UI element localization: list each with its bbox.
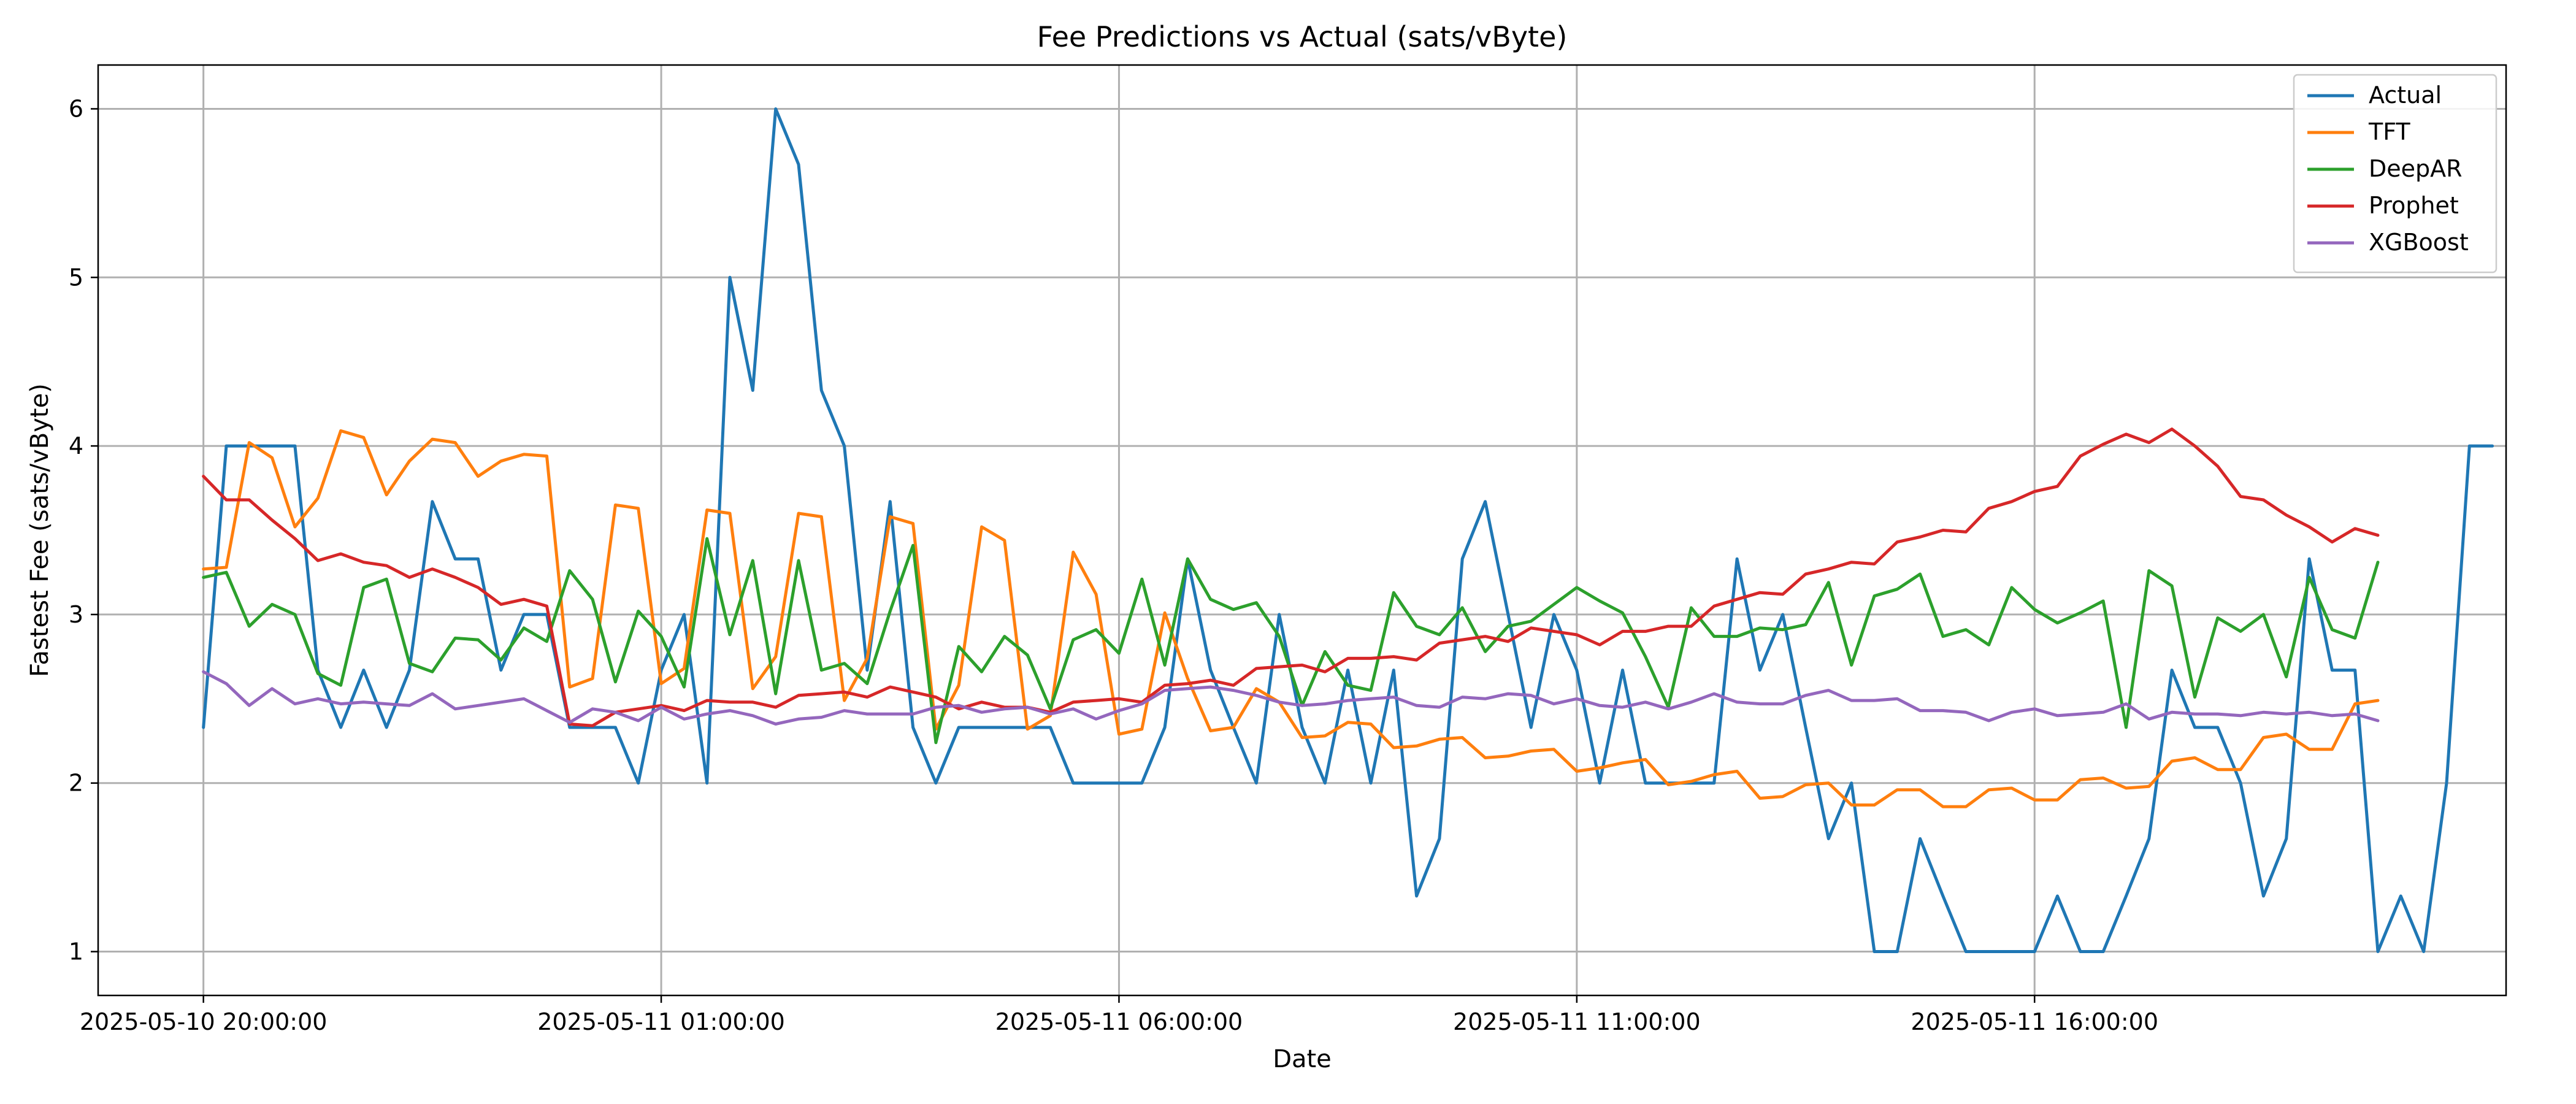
series-line-actual (202, 107, 2494, 953)
y-tick-label: 6 (69, 95, 83, 122)
series-line-prophet (202, 427, 2380, 727)
legend-label: TFT (2368, 118, 2410, 145)
x-axis-label: Date (1273, 1045, 1332, 1073)
x-tick-label: 2025-05-11 16:00:00 (1911, 1008, 2158, 1035)
series-lines (202, 107, 2494, 953)
y-tick-label: 1 (69, 938, 83, 965)
y-axis-label: Fastest Fee (sats/vByte) (26, 383, 54, 677)
axis-ticks: 2025-05-10 20:00:00 2025-05-11 01:00:00 20… (69, 95, 2158, 1035)
chart-title: Fee Predictions vs Actual (sats/vByte) (1037, 20, 1568, 53)
legend-label: Actual (2369, 82, 2442, 109)
series-line-tft (202, 429, 2380, 808)
series-line-xgboost (202, 670, 2380, 726)
legend-box (2293, 74, 2497, 274)
y-tick-label: 4 (69, 432, 83, 459)
series-line-deepar (202, 537, 2380, 745)
legend-label: Prophet (2369, 192, 2459, 219)
plot-frame (97, 64, 2507, 997)
legend-label: XGBoost (2369, 229, 2469, 256)
x-tick-label: 2025-05-11 06:00:00 (995, 1008, 1243, 1035)
x-tick-label: 2025-05-11 01:00:00 (537, 1008, 785, 1035)
legend-label: DeepAR (2369, 155, 2463, 182)
y-tick-label: 3 (69, 601, 83, 628)
legend: Actual TFT DeepAR Prophet XGBoost (2293, 74, 2497, 274)
grid (98, 65, 2506, 995)
y-tick-label: 2 (69, 770, 83, 797)
x-tick-label: 2025-05-11 11:00:00 (1453, 1008, 1701, 1035)
x-tick-label: 2025-05-10 20:00:00 (80, 1008, 328, 1035)
y-tick-label: 5 (69, 264, 83, 291)
